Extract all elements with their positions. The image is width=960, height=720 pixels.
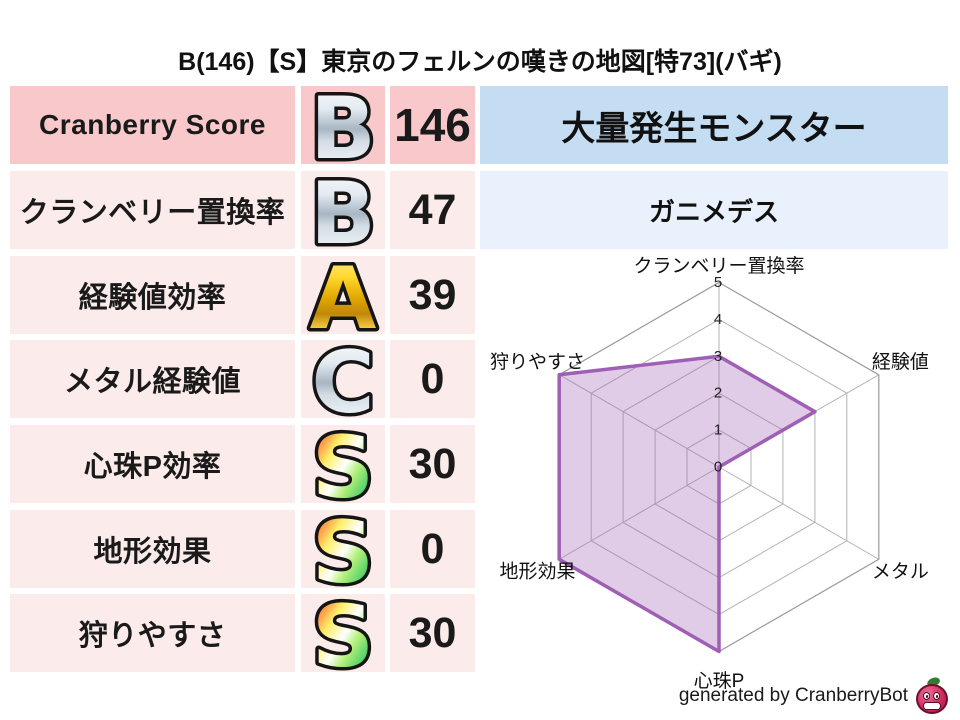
grade-letter: A [310, 249, 377, 349]
radar-tick-label: 4 [714, 311, 722, 328]
radar-tick-label: 1 [714, 422, 722, 439]
grade-badge: S [301, 584, 385, 691]
credit-line: generated by CranberryBot [678, 675, 952, 714]
stat-label: クランベリー置換率 [10, 171, 295, 249]
radar-axis-label: 経験値 [872, 351, 929, 373]
radar-tick-label: 3 [714, 348, 722, 365]
cranberry-bot-logo-icon [914, 675, 952, 714]
table-row: クランベリー置換率 B 47 [0, 161, 480, 268]
stat-label: 狩りやすさ [10, 594, 295, 672]
table-row: 狩りやすさ S 30 [0, 584, 480, 691]
stat-value: 39 [390, 256, 475, 334]
radar-spoke [558, 466, 720, 560]
monster-panel-header: 大量発生モンスター [480, 86, 948, 164]
radar-spoke [558, 374, 720, 468]
radar-axis-label: クランベリー置換率 [633, 255, 804, 277]
stat-value: 47 [390, 171, 475, 249]
grade-letter: C [311, 333, 374, 433]
stat-value: 30 [390, 594, 475, 672]
monster-name: ガニメデス [480, 171, 948, 249]
grade-badge: S [301, 500, 385, 607]
grade-badge: B [301, 161, 385, 268]
radar-axis-label: メタル [872, 560, 929, 582]
stat-label: 地形効果 [10, 510, 295, 588]
page-title: B(146)【S】東京のフェルンの嘆きの地図[特73](バギ) [178, 48, 782, 76]
radar-tick-label: 2 [714, 385, 722, 402]
table-row: 地形効果 S 0 [0, 500, 480, 607]
stat-value: 0 [390, 340, 475, 418]
berry-face-icon [916, 684, 948, 714]
stat-label: 心珠P効率 [10, 425, 295, 503]
table-row: Cranberry Score B 146 [0, 76, 480, 183]
radar-tick-label: 5 [714, 274, 722, 291]
radar-axis-label: 地形効果 [500, 560, 576, 582]
stat-value: 0 [390, 510, 475, 588]
grade-letter: B [310, 164, 376, 264]
grade-letter: S [312, 587, 374, 687]
grade-letter: S [312, 418, 374, 518]
credit-text: generated by CranberryBot [678, 685, 908, 706]
grade-letter: B [310, 79, 376, 179]
grade-badge: B [301, 76, 385, 183]
table-row: メタル経験値 C 0 [0, 330, 480, 437]
table-row: 心珠P効率 S 30 [0, 415, 480, 522]
stat-value: 30 [390, 425, 475, 503]
radar-spoke [718, 466, 880, 560]
grade-badge: C [301, 330, 385, 437]
grade-badge: S [301, 415, 385, 522]
grade-badge: A [301, 246, 385, 353]
radar-axis-label: 狩りやすさ [490, 351, 585, 373]
stat-value: 146 [390, 86, 475, 164]
table-row: 経験値効率 A 39 [0, 246, 480, 353]
stat-label: Cranberry Score [10, 86, 295, 164]
radar-axis-label: 心珠P [694, 670, 745, 692]
radar-data-polygon [557, 354, 817, 654]
stat-label: メタル経験値 [10, 340, 295, 418]
radar-tick-label: 0 [714, 459, 722, 476]
grade-letter: S [312, 503, 374, 603]
stat-label: 経験値効率 [10, 256, 295, 334]
